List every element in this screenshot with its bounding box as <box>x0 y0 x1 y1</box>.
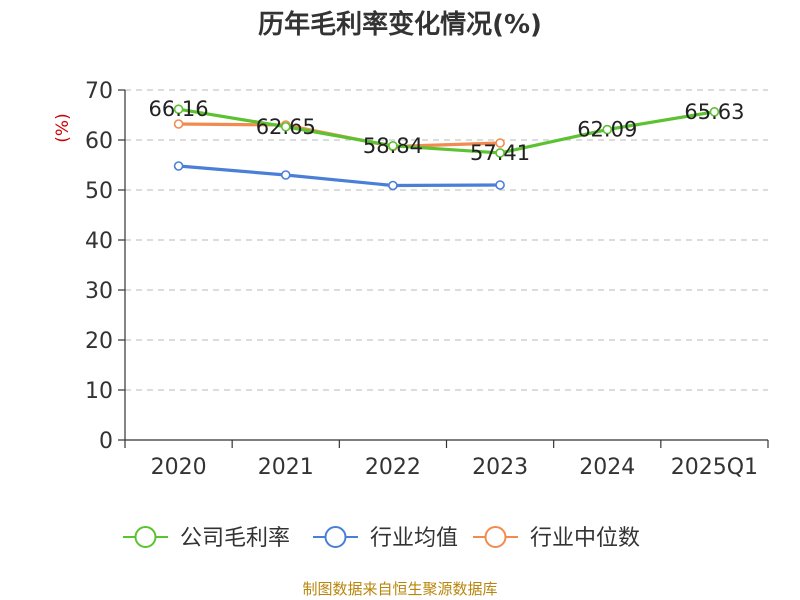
data-label: 58.84 <box>363 134 423 158</box>
data-point <box>495 148 505 158</box>
x-tick-label: 2025Q1 <box>671 455 758 480</box>
data-point <box>495 180 505 190</box>
data-point <box>173 161 184 171</box>
legend-swatch-marker <box>484 526 507 548</box>
y-tick-label: 0 <box>99 429 113 454</box>
data-label: 57.41 <box>470 141 530 165</box>
legend-label: 公司毛利率 <box>180 526 290 551</box>
y-tick-label: 20 <box>85 329 113 354</box>
legend-label: 行业均值 <box>370 526 458 551</box>
legend-item-0: 公司毛利率 <box>123 526 290 551</box>
legend-item-1: 行业均值 <box>313 526 458 551</box>
data-point <box>280 121 291 132</box>
axes: 0 10 20 30 40 50 60 70 2020 2021 2022 2023 2024 2025Q… <box>85 79 769 480</box>
x-tick-label: 2024 <box>579 455 635 480</box>
y-axis-label: (%) <box>53 113 73 142</box>
data-point <box>280 170 291 180</box>
data-labels: 66.16 62.65 58.84 57.41 62.09 65.63 <box>149 97 745 165</box>
data-label: 65.63 <box>684 100 744 124</box>
x-tick-label: 2020 <box>151 455 207 480</box>
chart-title: 历年毛利率变化情况(%) <box>258 9 542 40</box>
x-tick-label: 2021 <box>258 455 314 480</box>
data-point <box>173 104 184 114</box>
x-tick-label: 2023 <box>472 455 528 480</box>
data-point <box>709 107 720 117</box>
data-point <box>495 138 505 148</box>
series-0 <box>173 104 720 158</box>
legend-swatch-marker <box>134 526 157 548</box>
y-tick-label: 60 <box>85 129 113 154</box>
grid-lines <box>125 89 768 391</box>
legend-label: 行业中位数 <box>530 526 640 551</box>
y-tick-label: 70 <box>85 79 113 104</box>
data-point <box>602 124 613 135</box>
legend-swatch-marker <box>324 526 347 548</box>
data-point <box>388 180 398 191</box>
series-layer <box>173 104 720 191</box>
data-point <box>173 119 184 129</box>
y-tick-label: 50 <box>85 179 113 204</box>
data-label: 62.65 <box>256 115 316 139</box>
source-note: 制图数据来自恒生聚源数据库 <box>302 580 497 598</box>
legend: 公司毛利率 行业均值 行业中位数 <box>123 526 640 551</box>
y-tick-label: 30 <box>85 279 113 304</box>
series-line <box>176 107 717 155</box>
y-tick-label: 40 <box>85 229 113 254</box>
series-line <box>176 164 502 188</box>
x-tick-label: 2022 <box>365 455 421 480</box>
data-point <box>388 141 398 151</box>
data-label: 62.09 <box>577 118 637 142</box>
legend-item-2: 行业中位数 <box>473 526 640 551</box>
data-label: 66.16 <box>149 97 209 121</box>
series-1 <box>173 161 505 191</box>
y-tick-label: 10 <box>85 379 113 404</box>
